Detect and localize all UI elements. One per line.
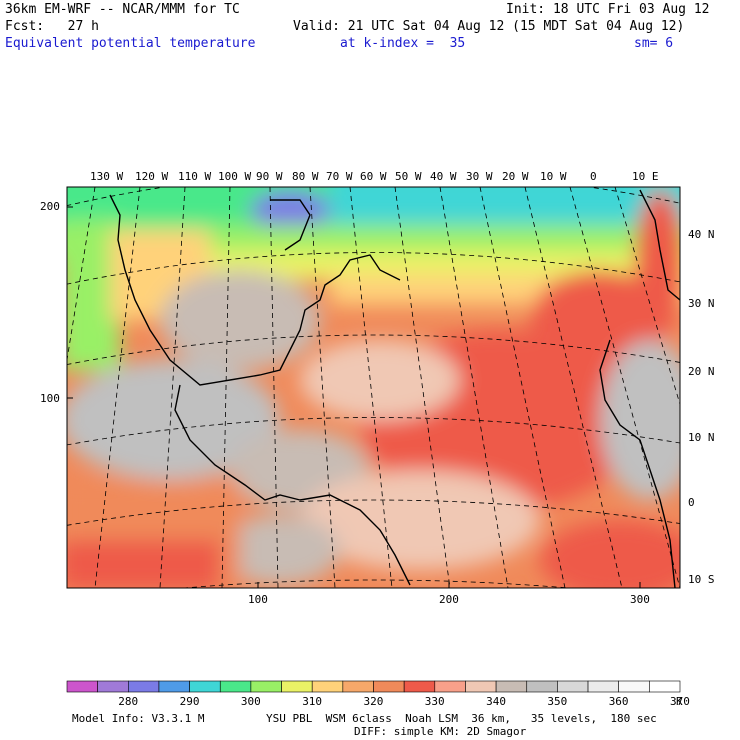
physics-line-2: DIFF: simple KM: 2D Smagor <box>354 725 527 738</box>
latitude-label: 40 N <box>688 228 715 241</box>
longitude-label: 80 W <box>292 170 319 183</box>
colorbar-tick-label: 300 <box>240 695 261 708</box>
longitude-label: 110 W <box>178 170 212 183</box>
colorbar-swatch <box>587 680 619 693</box>
model-info: Model Info: V3.3.1 M <box>72 712 205 725</box>
colorbar-swatch <box>189 680 221 693</box>
latitude-label: 20 N <box>688 365 715 378</box>
grid-label-left-100: 100 <box>40 392 60 405</box>
colorbar-tick-label: 370 <box>670 695 690 708</box>
colorbar-swatch <box>66 680 98 693</box>
coastlines <box>109 189 680 588</box>
colorbar-swatch <box>618 680 650 693</box>
grid-label-bottom-300: 300 <box>630 593 650 606</box>
latitude-label: 0 <box>688 496 695 509</box>
graticule <box>67 187 680 588</box>
colorbar-tick-label: 340 <box>486 695 506 708</box>
colorbar-tick-label: 280 <box>118 695 139 708</box>
colorbar-tick-label: 320 <box>363 695 384 708</box>
colorbar <box>66 680 681 693</box>
longitude-label: 30 W <box>466 170 493 183</box>
colorbar-swatch <box>465 680 497 693</box>
longitude-label: 0 <box>590 170 597 183</box>
model-title: 36km EM-WRF -- NCAR/MMM for TC <box>5 2 240 17</box>
colorbar-swatch <box>495 680 528 693</box>
plot-frame <box>66 186 681 589</box>
colorbar-swatch <box>373 680 405 693</box>
colorbar-swatch <box>649 680 681 693</box>
level-label: at k-index = 35 <box>340 36 466 51</box>
colorbar-swatch <box>403 680 436 693</box>
colorbar-tick-label: 330 <box>424 695 445 708</box>
colorbar-swatch <box>434 680 466 693</box>
longitude-label: 60 W <box>360 170 387 183</box>
longitude-label: 120 W <box>135 170 169 183</box>
colorbar-tick-label: 360 <box>608 695 629 708</box>
latitude-label: 10 S <box>688 573 715 586</box>
forecast-hour: Fcst: 27 h <box>5 19 99 34</box>
colorbar-tick-label: 310 <box>302 695 323 708</box>
colorbar-units: K <box>676 695 683 708</box>
longitude-label: 130 W <box>90 170 124 183</box>
smoothing-label: sm= 6 <box>634 36 674 51</box>
field-name: Equivalent potential temperature <box>5 36 256 51</box>
colorbar-swatch <box>158 680 190 693</box>
colorbar-tick-label: 290 <box>179 695 200 708</box>
longitude-label: 10 W <box>540 170 567 183</box>
colorbar-swatch <box>128 680 160 693</box>
colorbar-swatch <box>219 680 252 693</box>
colorbar-swatch <box>557 680 589 693</box>
longitude-label: 70 W <box>326 170 353 183</box>
colorbar-swatch <box>526 680 558 693</box>
colorbar-tick-label: 350 <box>547 695 568 708</box>
valid-time: Valid: 21 UTC Sat 04 Aug 12 (15 MDT Sat … <box>293 19 685 34</box>
latitude-label: 10 N <box>688 431 715 444</box>
longitude-label: 20 W <box>502 170 529 183</box>
theta-e-field <box>67 187 680 588</box>
physics-line-1: YSU PBL WSM 6class Noah LSM 36 km, 35 le… <box>266 712 657 725</box>
latitude-label: 30 N <box>688 297 715 310</box>
grid-label-bottom-100: 100 <box>248 593 268 606</box>
longitude-label: 100 W <box>218 170 252 183</box>
grid-label-left-200: 200 <box>40 200 60 213</box>
longitude-label: 10 E <box>632 170 659 183</box>
longitude-label: 90 W <box>256 170 283 183</box>
longitude-label: 40 W <box>430 170 457 183</box>
colorbar-swatch <box>97 680 129 693</box>
init-time: Init: 18 UTC Fri 03 Aug 12 <box>506 2 710 17</box>
colorbar-swatch <box>311 680 344 693</box>
colorbar-swatch <box>281 680 313 693</box>
colorbar-swatch <box>342 680 374 693</box>
colorbar-swatch <box>250 680 282 693</box>
grid-label-bottom-200: 200 <box>439 593 459 606</box>
longitude-label: 50 W <box>395 170 422 183</box>
